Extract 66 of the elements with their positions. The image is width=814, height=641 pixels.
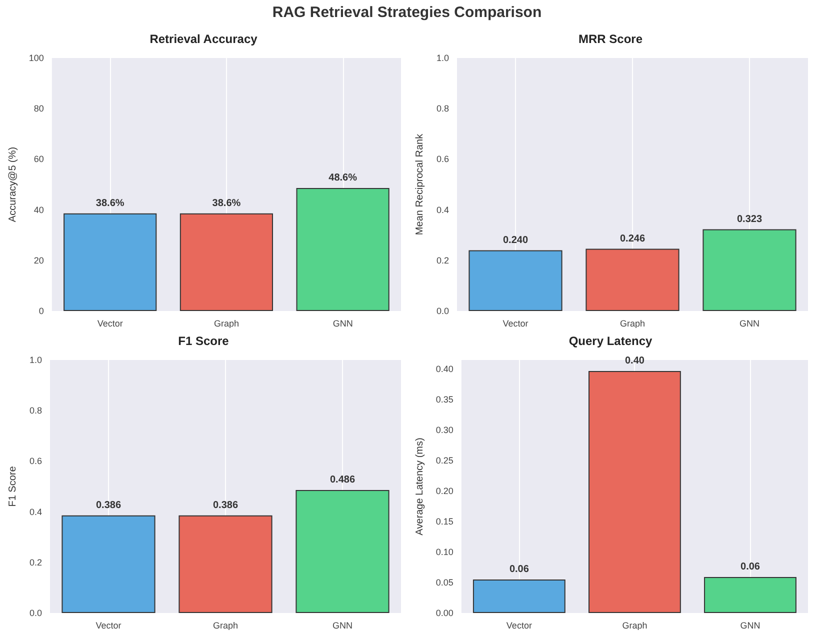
data-label: 0.486 — [330, 474, 356, 486]
y-tick-label: 0.00 — [436, 608, 454, 618]
data-label: 0.386 — [96, 500, 122, 511]
data-label: 0.06 — [509, 564, 530, 575]
y-tick-label: 0.2 — [436, 255, 449, 266]
bar — [472, 579, 566, 613]
y-tick-label: 0 — [38, 306, 44, 316]
y-tick-label: 0.40 — [436, 364, 454, 374]
data-label: 0.06 — [740, 562, 760, 573]
data-label: 0.386 — [212, 500, 238, 511]
y-tick-label: 40 — [34, 204, 44, 215]
y-tick-label: 0.25 — [436, 456, 454, 466]
y-tick-label: 0.20 — [436, 486, 454, 496]
data-label: 0.40 — [624, 355, 645, 366]
chart-title: MRR Score — [578, 32, 643, 46]
y-tick-label: 0.15 — [436, 516, 454, 527]
x-tick-label: Graph — [212, 620, 238, 630]
y-tick-label: 60 — [34, 154, 44, 164]
y-tick-label: 1.0 — [29, 355, 42, 365]
y-tick-label: 0.8 — [436, 104, 449, 114]
y-tick-label: 0.8 — [29, 406, 42, 416]
bar — [704, 577, 796, 613]
y-tick-label: 0.2 — [29, 557, 42, 568]
y-axis-title: F1 Score — [8, 466, 18, 507]
y-axis-title: Mean Reciprocal Rank — [414, 132, 426, 236]
x-tick-label: Graph — [622, 620, 648, 630]
bar — [468, 250, 562, 311]
y-tick-label: 0.4 — [436, 204, 449, 215]
y-tick-label: 0.30 — [436, 425, 454, 436]
x-tick-label: Vector — [96, 620, 122, 630]
y-axis-title: Accuracy@5 (%) — [8, 146, 18, 222]
data-label: 0.323 — [736, 214, 762, 225]
data-label: 38.6% — [212, 198, 241, 209]
y-tick-label: 100 — [28, 53, 44, 63]
bar — [586, 248, 680, 311]
x-tick-label: Vector — [97, 318, 123, 328]
y-tick-label: 0.6 — [29, 456, 42, 466]
chart-title: Retrieval Accuracy — [150, 32, 258, 46]
data-label: 0.246 — [620, 233, 646, 244]
x-tick-label: GNN — [740, 318, 760, 328]
x-tick-label: GNN — [332, 318, 353, 328]
x-tick-label: Vector — [502, 318, 528, 328]
y-tick-label: 0.35 — [436, 394, 454, 405]
text: RAG Retrieval Strategies Comparison — [271, 4, 543, 21]
bar — [588, 370, 681, 613]
y-tick-label: 0.10 — [436, 547, 454, 558]
y-tick-label: 80 — [34, 104, 44, 114]
data-label: 0.240 — [502, 234, 528, 246]
x-tick-label: Graph — [620, 318, 646, 328]
y-tick-label: 0.4 — [29, 506, 42, 517]
data-label: 38.6% — [96, 198, 124, 209]
y-tick-label: 0.6 — [436, 154, 449, 164]
chart-title: Query Latency — [568, 334, 653, 348]
y-tick-label: 0.0 — [436, 306, 449, 316]
x-tick-label: GNN — [332, 620, 352, 630]
chart-title: F1 Score — [178, 334, 230, 348]
x-tick-label: GNN — [740, 620, 760, 630]
x-tick-label: Graph — [214, 318, 239, 328]
data-label: 48.6% — [328, 172, 358, 184]
y-tick-label: 0.05 — [436, 578, 454, 588]
y-tick-label: 1.0 — [436, 53, 449, 63]
x-tick-label: Vector — [506, 620, 532, 630]
y-tick-label: 0.0 — [29, 608, 42, 618]
bar — [702, 229, 796, 311]
y-axis-title: Average Latency (ms) — [414, 438, 426, 536]
y-tick-label: 20 — [34, 255, 44, 266]
